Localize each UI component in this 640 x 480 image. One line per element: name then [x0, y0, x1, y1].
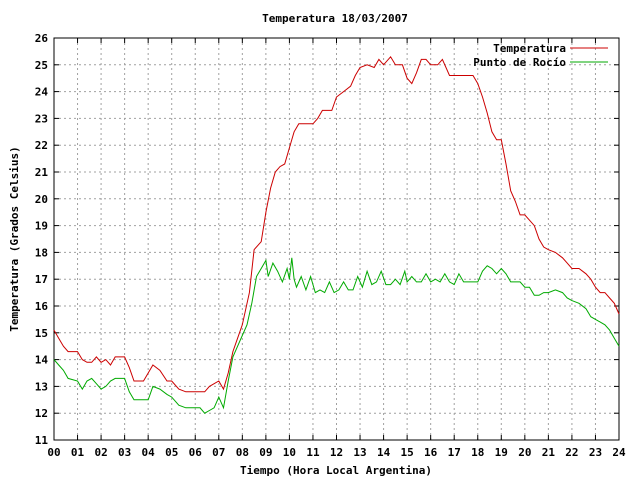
y-tick-label: 11 — [35, 434, 49, 447]
x-axis-label: Tiempo (Hora Local Argentina) — [240, 464, 432, 477]
y-tick-label: 25 — [35, 59, 48, 72]
x-tick-label: 16 — [424, 446, 438, 459]
y-axis-label: Temperatura (Grados Celsius) — [8, 146, 21, 331]
x-tick-label: 08 — [236, 446, 249, 459]
y-tick-label: 15 — [35, 327, 48, 340]
x-tick-label: 02 — [94, 446, 107, 459]
chart-title: Temperatura 18/03/2007 — [262, 12, 408, 25]
x-tick-label: 09 — [259, 446, 272, 459]
x-tick-label: 00 — [47, 446, 60, 459]
x-tick-label: 05 — [165, 446, 178, 459]
x-tick-label: 11 — [306, 446, 320, 459]
y-tick-label: 18 — [35, 246, 48, 259]
y-tick-label: 16 — [35, 300, 49, 313]
x-tick-label: 06 — [189, 446, 203, 459]
x-tick-label: 24 — [612, 446, 626, 459]
x-tick-label: 23 — [589, 446, 602, 459]
y-tick-label: 21 — [35, 166, 49, 179]
y-tick-label: 13 — [35, 380, 48, 393]
x-tick-label: 07 — [212, 446, 225, 459]
y-tick-label: 12 — [35, 407, 48, 420]
series-lines — [53, 55, 620, 414]
y-tick-label: 22 — [35, 139, 48, 152]
legend-label-punto-de-rocio: Punto de Rocío — [473, 56, 566, 69]
x-tick-label: 21 — [542, 446, 556, 459]
y-tick-label: 26 — [35, 32, 49, 45]
x-tick-label: 19 — [495, 446, 508, 459]
x-tick-label: 12 — [330, 446, 343, 459]
legend-label-temperatura: Temperatura — [493, 42, 566, 55]
legend: Temperatura Punto de Rocío — [473, 42, 608, 69]
y-tick-label: 24 — [35, 86, 49, 99]
y-tick-label: 14 — [35, 354, 49, 367]
x-tick-label: 22 — [565, 446, 578, 459]
series-temperatura — [53, 55, 620, 393]
series-punto-de-rocio — [53, 257, 620, 414]
y-tick-label: 20 — [35, 193, 48, 206]
x-tick-label: 03 — [118, 446, 131, 459]
x-tick-label: 17 — [448, 446, 461, 459]
y-tick-label: 19 — [35, 220, 48, 233]
x-tick-label: 10 — [283, 446, 296, 459]
y-axis: 11 12 13 14 15 16 17 18 19 20 21 22 23 24 25 26 — [35, 32, 619, 447]
y-tick-label: 23 — [35, 112, 48, 125]
x-tick-label: 20 — [518, 446, 531, 459]
x-tick-label: 13 — [353, 446, 366, 459]
x-tick-label: 04 — [142, 446, 156, 459]
x-tick-label: 18 — [471, 446, 484, 459]
x-axis: 00 01 02 03 04 05 06 07 08 09 10 11 12 13 14 15 16 17 18 19… — [47, 38, 626, 459]
grid — [54, 38, 619, 440]
y-tick-label: 17 — [35, 273, 48, 286]
x-tick-label: 01 — [71, 446, 85, 459]
x-tick-label: 15 — [401, 446, 414, 459]
x-tick-label: 14 — [377, 446, 391, 459]
